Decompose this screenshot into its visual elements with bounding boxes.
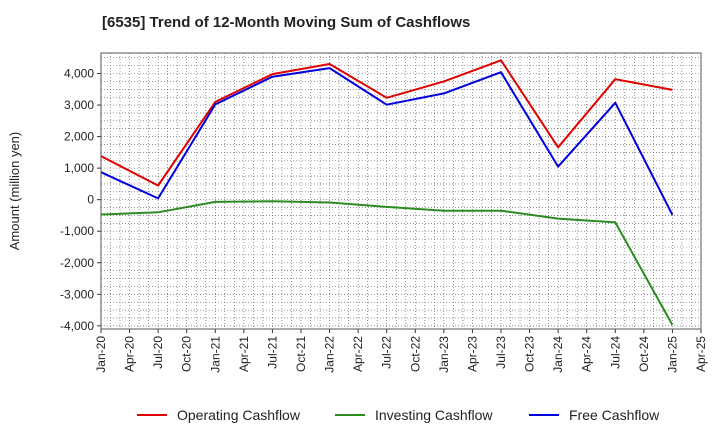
legend-label-investing-cashflow: Investing Cashflow [375, 407, 493, 423]
x-axis-ticks: Jan-20 Apr-20 Jul-20 Oct-20 Jan-21 Apr-21 Jul-… [94, 329, 708, 373]
x-tick-label: Jul-21 [265, 336, 279, 369]
x-tick-label: Jul-24 [608, 336, 622, 369]
y-axis-ticks: -4,000 -3,000 -2,000 -1,000 0 1,000 2,000 3,000… [60, 67, 101, 333]
x-tick-label: Jul-22 [380, 336, 394, 369]
grid-lines [101, 53, 701, 329]
investing-cashflow-line [100, 200, 674, 326]
x-tick-label: Jan-20 [94, 336, 108, 373]
legend-label-free-cashflow: Free Cashflow [569, 407, 660, 423]
y-axis-title: Amount (million yen) [7, 132, 22, 251]
y-tick-label: 1,000 [64, 161, 94, 175]
y-tick-label: -4,000 [60, 319, 94, 333]
x-tick-label: Apr-24 [580, 336, 594, 372]
x-tick-label: Apr-25 [694, 336, 708, 372]
x-tick-label: Apr-21 [237, 336, 251, 372]
y-tick-label: -2,000 [60, 256, 94, 270]
x-tick-label: Jan-25 [665, 336, 679, 373]
x-tick-label: Jan-21 [208, 336, 222, 373]
x-tick-label: Apr-20 [123, 336, 137, 372]
y-tick-label: -3,000 [60, 287, 94, 301]
x-tick-label: Jan-22 [323, 336, 337, 373]
free-cashflow-line [100, 67, 674, 216]
x-tick-label: Oct-21 [294, 336, 308, 372]
y-tick-label: 2,000 [64, 130, 94, 144]
y-tick-label: -1,000 [60, 224, 94, 238]
x-tick-label: Apr-23 [465, 336, 479, 372]
x-tick-label: Jul-20 [151, 336, 165, 369]
y-tick-label: 4,000 [64, 67, 94, 81]
x-tick-label: Oct-22 [408, 336, 422, 372]
x-tick-label: Jan-24 [551, 336, 565, 373]
x-tick-label: Jul-23 [494, 336, 508, 369]
x-tick-label: Oct-24 [637, 336, 651, 372]
y-tick-label: 3,000 [64, 98, 94, 112]
chart-title: [6535] Trend of 12-Month Moving Sum of C… [102, 14, 471, 31]
x-tick-label: Apr-22 [351, 336, 365, 372]
x-tick-label: Jan-23 [437, 336, 451, 373]
series-lines [100, 59, 674, 326]
x-tick-label: Oct-20 [180, 336, 194, 372]
x-tick-label: Oct-23 [523, 336, 537, 372]
legend-label-operating-cashflow: Operating Cashflow [177, 407, 301, 423]
y-tick-label: 0 [87, 193, 94, 207]
plot-area [101, 53, 701, 329]
operating-cashflow-line [100, 59, 673, 187]
plot-frame [100, 52, 702, 330]
legend: Operating Cashflow Investing Cashflow Free… [137, 407, 660, 423]
